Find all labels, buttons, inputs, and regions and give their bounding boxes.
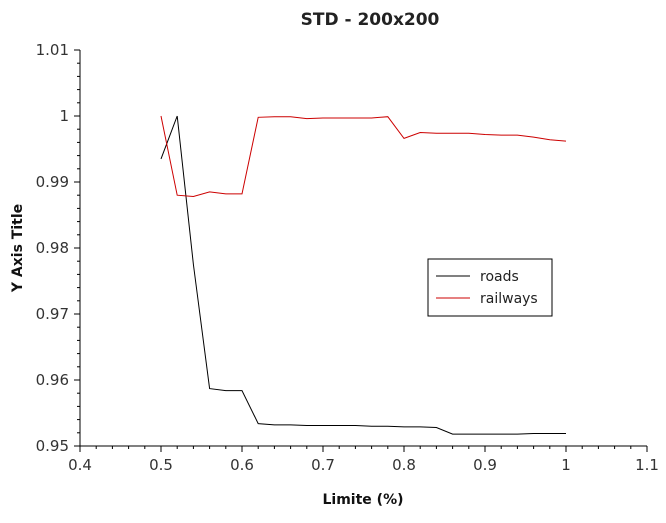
legend-label-roads: roads <box>480 269 519 285</box>
y-tick-label: 0.99 <box>36 173 69 191</box>
y-tick-label: 0.96 <box>36 371 69 389</box>
y-tick-label: 0.95 <box>36 437 69 455</box>
x-tick-label: 0.7 <box>311 456 335 474</box>
x-tick-label: 1.1 <box>635 456 659 474</box>
x-tick-label: 1 <box>561 456 571 474</box>
x-tick-label: 0.9 <box>473 456 497 474</box>
x-axis-label: Limite (%) <box>323 492 404 508</box>
y-tick-label: 1.01 <box>36 41 69 59</box>
x-tick-label: 0.8 <box>392 456 416 474</box>
legend-box <box>427 258 553 317</box>
legend-label-railways: railways <box>480 291 538 307</box>
series-line-roads <box>160 115 566 435</box>
y-tick-label: 1 <box>59 107 69 125</box>
y-axis: 0.95 0.96 0.97 0.98 0.99 1 1.01 <box>36 41 81 455</box>
x-tick-label: 0.5 <box>149 456 173 474</box>
y-tick-label: 0.97 <box>36 305 69 323</box>
y-axis-label: Y Axis Title <box>10 204 26 293</box>
x-axis: 0.4 0.5 0.6 0.7 0.8 0.9 1 1.1 <box>68 445 659 474</box>
series-line-railways <box>160 115 567 198</box>
x-tick-label: 0.4 <box>68 456 92 474</box>
plot-area <box>160 115 567 435</box>
legend: roads railways <box>427 258 553 317</box>
y-tick-label: 0.98 <box>36 239 69 257</box>
x-tick-label: 0.6 <box>230 456 254 474</box>
chart-title: STD - 200x200 <box>301 10 440 30</box>
